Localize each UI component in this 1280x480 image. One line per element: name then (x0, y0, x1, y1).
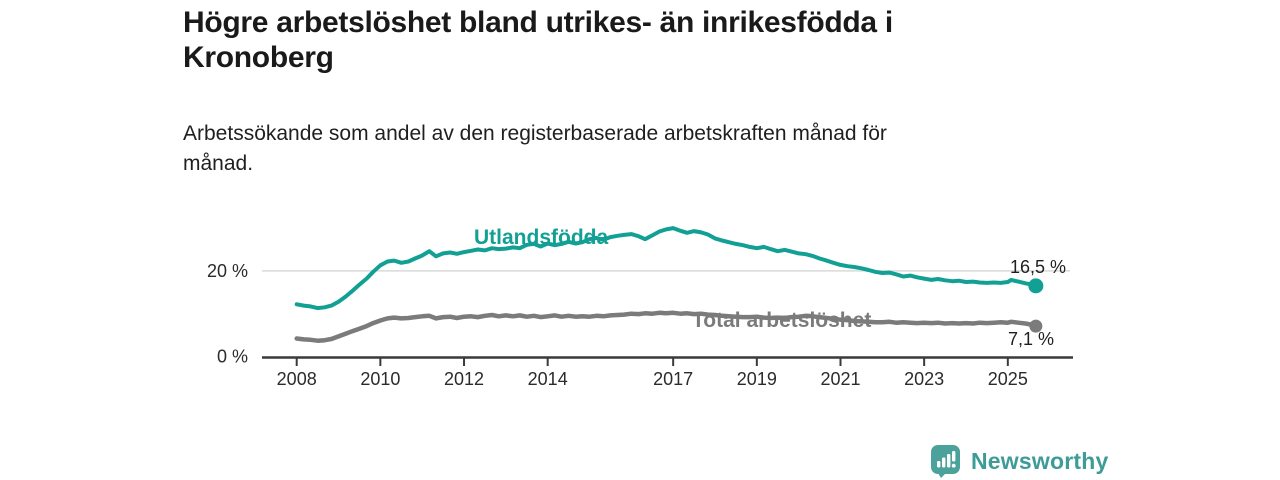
chart-subtitle: Arbetssökande som andel av den registerb… (183, 122, 887, 175)
end-value-utlandsfodda: 16,5 % (1010, 257, 1067, 277)
x-tick-label-2012: 2012 (444, 369, 484, 389)
chart-title: Högre arbetslöshet bland utrikes- än inr… (183, 6, 893, 75)
x-tick-label-2014: 2014 (528, 369, 568, 389)
x-tick-label-2008: 2008 (277, 369, 317, 389)
series-label-total-arbetsloshet: Total arbetslöshet (692, 309, 872, 332)
series-line-utlandsfodda (294, 226, 1038, 311)
y-tick-label-0: 0 % (217, 347, 248, 367)
series-line-total-arbetsloshet (294, 310, 1039, 343)
end-value-total-arbetsloshet: 7,1 % (1008, 329, 1055, 349)
newsworthy-logo-text: Newsworthy (971, 447, 1109, 474)
series-end-dot-utlandsfodda (1028, 278, 1044, 294)
x-tick-label-2019: 2019 (737, 369, 777, 389)
newsworthy-bar-chart-bubble-icon (931, 445, 960, 478)
x-tick-label-2021: 2021 (820, 369, 860, 389)
newsworthy-logo: Newsworthy (930, 444, 1108, 478)
series-label-utlandsfodda: Utlandsfödda (474, 226, 609, 249)
x-tick-label-2023: 2023 (904, 369, 944, 389)
x-tick-label-2025: 2025 (988, 369, 1028, 389)
y-tick-label-20: 20 % (207, 261, 248, 281)
x-tick-label-2017: 2017 (653, 369, 693, 389)
series-end-dot-total-arbetsloshet (1029, 319, 1043, 333)
x-tick-label-2010: 2010 (360, 369, 400, 389)
